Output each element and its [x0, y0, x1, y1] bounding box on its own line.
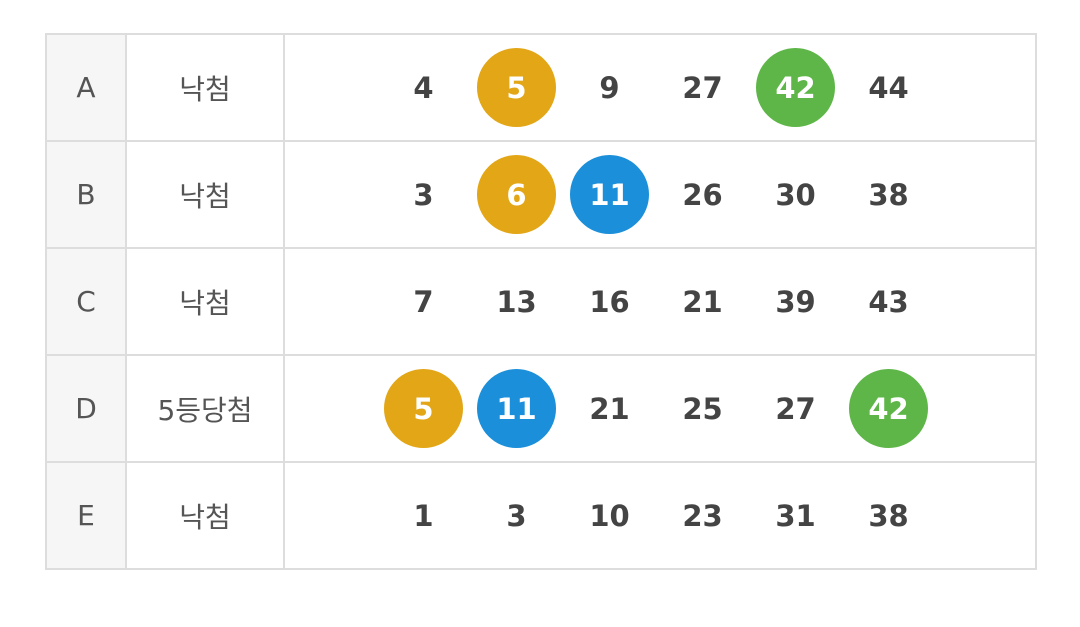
- row-result: 5등당첨: [125, 354, 285, 463]
- matched-number-ball: 11: [477, 369, 556, 448]
- row-label: C: [45, 247, 127, 356]
- number: 3: [506, 498, 527, 533]
- matched-number-ball: 42: [756, 48, 835, 127]
- number: 30: [775, 177, 816, 212]
- number: 10: [589, 498, 630, 533]
- number: 43: [868, 284, 909, 319]
- number: 9: [599, 70, 620, 105]
- row-label: D: [45, 354, 127, 463]
- number: 27: [775, 391, 816, 426]
- matched-number-ball: 5: [477, 48, 556, 127]
- row-numbers: 5 11 21 25 27 42: [283, 354, 1037, 463]
- matched-number-ball: 42: [849, 369, 928, 448]
- number: 21: [682, 284, 723, 319]
- table-row: E 낙첨 1 3 10 23 31 38: [45, 461, 1037, 570]
- row-label: A: [45, 33, 127, 142]
- row-numbers: 4 5 9 27 42 44: [283, 33, 1037, 142]
- numbers-list: 5 11 21 25 27 42: [285, 369, 1035, 448]
- table-row: A 낙첨 4 5 9 27 42 44: [45, 33, 1037, 142]
- number: 16: [589, 284, 630, 319]
- table-row: B 낙첨 3 6 11 26 30 38: [45, 140, 1037, 249]
- row-result: 낙첨: [125, 461, 285, 570]
- matched-number-ball: 11: [570, 155, 649, 234]
- row-result: 낙첨: [125, 140, 285, 249]
- number: 25: [682, 391, 723, 426]
- numbers-list: 7 13 16 21 39 43: [285, 262, 1035, 341]
- number: 4: [413, 70, 434, 105]
- table-body: A 낙첨 4 5 9 27 42 44 B 낙첨 3 6 11 26 30 38 C 낙첨 7 13 16 21 39 43 D…: [45, 33, 1037, 570]
- row-label: E: [45, 461, 127, 570]
- number: 23: [682, 498, 723, 533]
- matched-number-ball: 6: [477, 155, 556, 234]
- number: 26: [682, 177, 723, 212]
- number: 7: [413, 284, 434, 319]
- numbers-list: 4 5 9 27 42 44: [285, 48, 1035, 127]
- number: 31: [775, 498, 816, 533]
- table-row: D 5등당첨 5 11 21 25 27 42: [45, 354, 1037, 463]
- row-label: B: [45, 140, 127, 249]
- row-result: 낙첨: [125, 33, 285, 142]
- row-numbers: 7 13 16 21 39 43: [283, 247, 1037, 356]
- number: 38: [868, 498, 909, 533]
- number: 21: [589, 391, 630, 426]
- lotto-results-table: A 낙첨 4 5 9 27 42 44 B 낙첨 3 6 11 26 30 38 C 낙첨 7 13 16 21 39 43 D…: [45, 33, 1037, 570]
- number: 1: [413, 498, 434, 533]
- row-numbers: 1 3 10 23 31 38: [283, 461, 1037, 570]
- numbers-list: 1 3 10 23 31 38: [285, 476, 1035, 555]
- number: 39: [775, 284, 816, 319]
- matched-number-ball: 5: [384, 369, 463, 448]
- table-row: C 낙첨 7 13 16 21 39 43: [45, 247, 1037, 356]
- number: 38: [868, 177, 909, 212]
- number: 13: [496, 284, 537, 319]
- number: 44: [868, 70, 909, 105]
- row-result: 낙첨: [125, 247, 285, 356]
- number: 3: [413, 177, 434, 212]
- row-numbers: 3 6 11 26 30 38: [283, 140, 1037, 249]
- numbers-list: 3 6 11 26 30 38: [285, 155, 1035, 234]
- number: 27: [682, 70, 723, 105]
